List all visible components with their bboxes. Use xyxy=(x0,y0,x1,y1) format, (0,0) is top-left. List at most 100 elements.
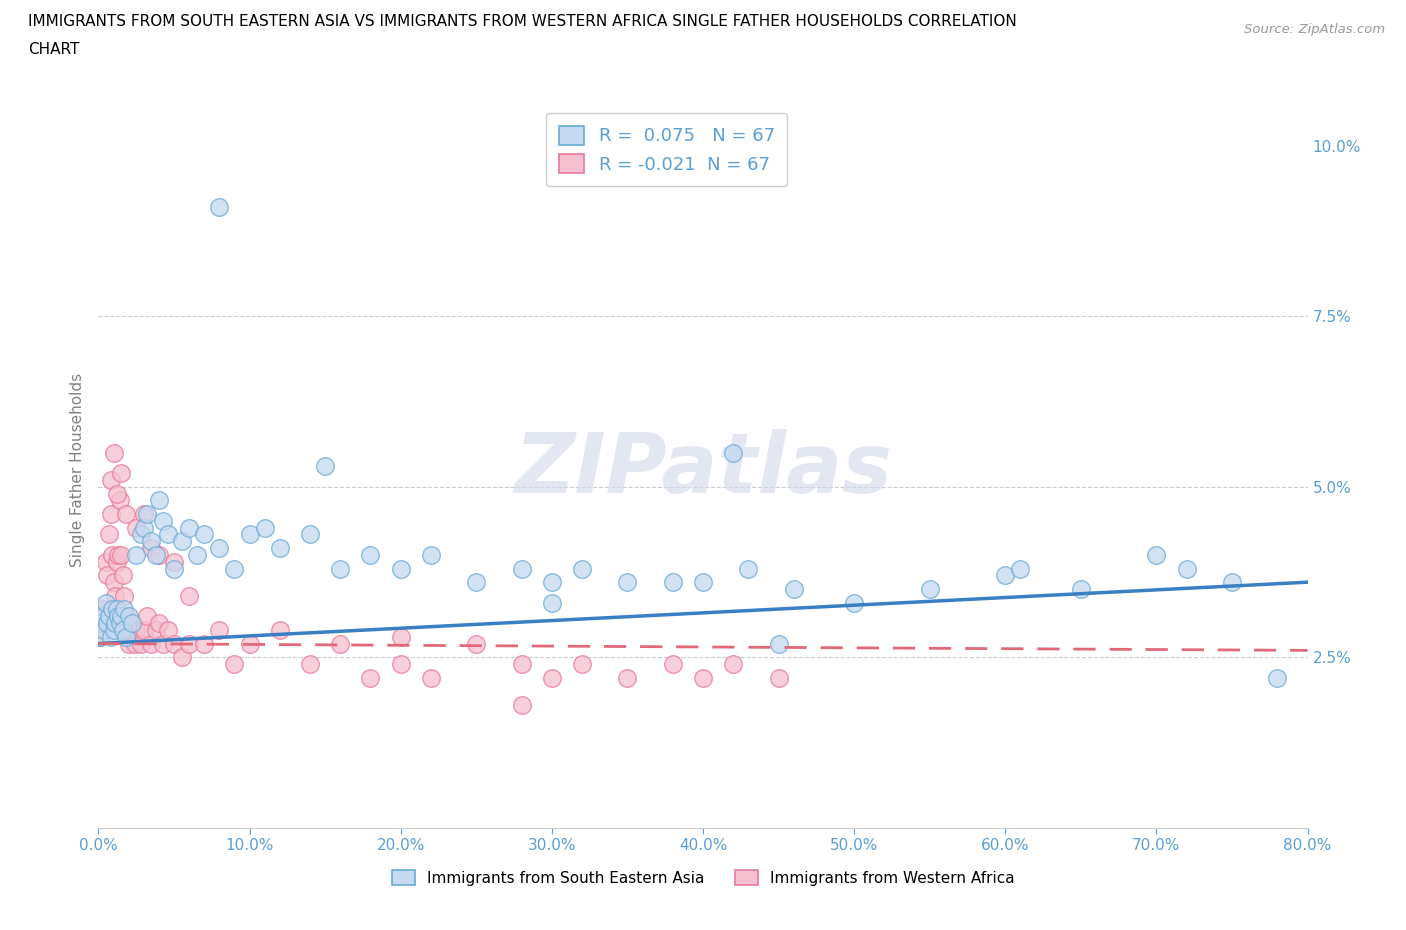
Point xyxy=(100,630,122,644)
Point xyxy=(208,622,231,637)
Point xyxy=(141,540,163,555)
Point xyxy=(91,609,114,624)
Point xyxy=(141,534,163,549)
Point xyxy=(239,636,262,651)
Point xyxy=(103,622,125,637)
Point xyxy=(112,589,135,604)
Point xyxy=(737,561,759,576)
Point xyxy=(179,636,201,651)
Point xyxy=(170,650,193,665)
Point xyxy=(98,609,121,624)
Point xyxy=(101,602,124,617)
Point xyxy=(129,636,152,651)
Point xyxy=(145,548,167,563)
Point xyxy=(208,540,231,555)
Point xyxy=(314,458,336,473)
Point xyxy=(104,616,127,631)
Text: Source: ZipAtlas.com: Source: ZipAtlas.com xyxy=(1244,23,1385,36)
Point xyxy=(179,520,201,535)
Point xyxy=(723,445,745,460)
Point xyxy=(96,616,118,631)
Point xyxy=(994,568,1017,583)
Point xyxy=(89,630,111,644)
Point xyxy=(389,630,412,644)
Point xyxy=(100,507,122,522)
Point xyxy=(616,671,638,685)
Point xyxy=(420,671,443,685)
Point xyxy=(465,636,488,651)
Point xyxy=(135,609,157,624)
Point xyxy=(107,548,129,563)
Point xyxy=(148,548,170,563)
Point xyxy=(540,671,562,685)
Point xyxy=(163,636,186,651)
Point xyxy=(571,657,593,671)
Point xyxy=(1070,581,1092,596)
Point xyxy=(540,595,562,610)
Point xyxy=(148,493,170,508)
Point xyxy=(208,200,231,215)
Point xyxy=(299,657,322,671)
Point xyxy=(104,589,127,604)
Point xyxy=(239,527,262,542)
Point xyxy=(90,616,112,631)
Point xyxy=(389,657,412,671)
Point xyxy=(89,630,111,644)
Point xyxy=(125,548,148,563)
Point xyxy=(132,622,155,637)
Point xyxy=(1267,671,1289,685)
Point xyxy=(329,636,352,651)
Point xyxy=(141,636,163,651)
Point xyxy=(125,622,148,637)
Point xyxy=(571,561,593,576)
Point xyxy=(1010,561,1032,576)
Point xyxy=(692,671,714,685)
Point xyxy=(193,636,215,651)
Point xyxy=(269,540,291,555)
Point xyxy=(114,609,136,624)
Point xyxy=(111,622,134,637)
Point xyxy=(96,568,118,583)
Point xyxy=(152,513,174,528)
Point xyxy=(299,527,322,542)
Point xyxy=(510,561,533,576)
Point xyxy=(170,534,193,549)
Point xyxy=(329,561,352,576)
Point xyxy=(125,520,148,535)
Point xyxy=(100,472,122,487)
Point xyxy=(768,671,790,685)
Point xyxy=(93,622,115,637)
Point xyxy=(91,602,114,617)
Point xyxy=(101,548,124,563)
Point xyxy=(616,575,638,590)
Point xyxy=(163,561,186,576)
Point xyxy=(661,575,683,590)
Text: ZIPatlas: ZIPatlas xyxy=(515,429,891,511)
Point xyxy=(124,636,146,651)
Point xyxy=(114,630,136,644)
Point xyxy=(103,445,125,460)
Point xyxy=(510,657,533,671)
Point xyxy=(121,616,143,631)
Point xyxy=(156,622,179,637)
Point xyxy=(510,698,533,712)
Point xyxy=(253,520,276,535)
Point xyxy=(661,657,683,671)
Point xyxy=(129,527,152,542)
Point xyxy=(163,554,186,569)
Point xyxy=(110,548,132,563)
Point xyxy=(1220,575,1243,590)
Point xyxy=(389,561,412,576)
Point xyxy=(108,493,131,508)
Point xyxy=(1144,548,1167,563)
Point xyxy=(186,548,208,563)
Point xyxy=(420,548,443,563)
Point xyxy=(110,466,132,481)
Point xyxy=(148,616,170,631)
Point xyxy=(1175,561,1198,576)
Point xyxy=(94,595,117,610)
Text: CHART: CHART xyxy=(28,42,80,57)
Point xyxy=(360,548,382,563)
Point xyxy=(118,636,141,651)
Point xyxy=(110,609,132,624)
